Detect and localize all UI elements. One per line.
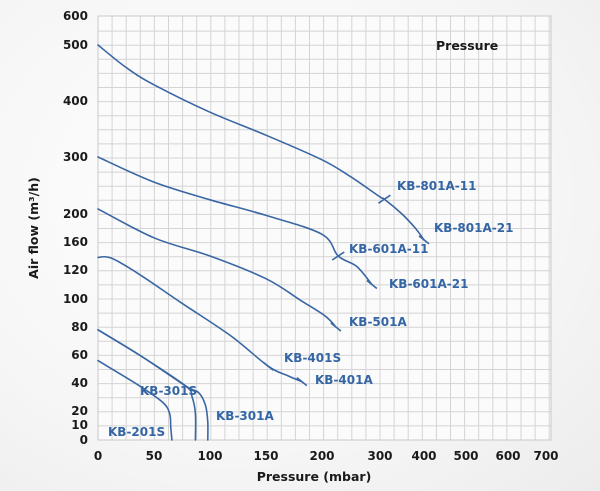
y-axis-title: Air flow (m³/h) (26, 177, 41, 279)
marker-kb-601a-21 (366, 279, 378, 290)
y-tick-label: 500 (63, 38, 88, 52)
plot-border (97, 15, 552, 441)
y-tick-label: 80 (71, 320, 88, 334)
y-tick-label: 20 (71, 404, 88, 418)
curve-label-kb-301a: KB-301A (216, 409, 274, 423)
curve-labels: KB-801A-11 KB-801A-21 KB-601A-11 KB-601A-21… (108, 179, 513, 439)
curve-label-kb-801a-11: KB-801A-11 (397, 179, 476, 193)
curve-label-kb-401s: KB-401S (284, 351, 341, 365)
x-tick-label: 300 (367, 449, 392, 463)
x-tick-label: 150 (253, 449, 278, 463)
curve-label-kb-501a: KB-501A (349, 315, 407, 329)
curve-label-kb-401a: KB-401A (315, 373, 373, 387)
curve-kb-601a (97, 156, 373, 286)
y-tick-label: 200 (63, 207, 88, 221)
curve-label-kb-301s: KB-301S (140, 384, 197, 398)
marker-kb-401a (296, 376, 308, 387)
x-tick-label: 700 (533, 449, 558, 463)
x-tick-label: 600 (495, 449, 520, 463)
marker-kb-801a-11 (377, 194, 391, 204)
marker-kb-601a-11 (331, 251, 345, 261)
curve-label-kb-801a-21: KB-801A-21 (434, 221, 513, 235)
x-tick-label: 500 (453, 449, 478, 463)
y-tick-label: 10 (71, 418, 88, 432)
y-tick-label: 60 (71, 348, 88, 362)
curve-label-kb-601a-21: KB-601A-21 (389, 277, 468, 291)
y-tick-label: 40 (71, 376, 88, 390)
chart-title: Pressure (436, 38, 498, 53)
x-tick-label: 100 (197, 449, 222, 463)
curves (97, 44, 425, 441)
curve-label-kb-601a-11: KB-601A-11 (349, 242, 428, 256)
x-tick-label: 200 (309, 449, 334, 463)
y-tick-label: 100 (63, 292, 88, 306)
y-tick-label: 300 (63, 150, 88, 164)
y-tick-label: 160 (63, 235, 88, 249)
curve-kb-301a (97, 329, 209, 441)
x-axis-title: Pressure (mbar) (257, 469, 372, 484)
curve-kb-501a (97, 208, 337, 328)
y-tick-label: 400 (63, 94, 88, 108)
marker-kb-801a-21 (418, 235, 430, 245)
y-tick-label: 600 (63, 9, 88, 23)
curve-kb-401 (97, 255, 303, 383)
x-tick-label: 0 (94, 449, 102, 463)
curve-kb-801a (97, 44, 425, 241)
curve-markers (262, 194, 430, 387)
x-axis-ticks: 0 50 100 150 200 300 400 500 600 700 (94, 449, 559, 463)
x-tick-label: 50 (146, 449, 163, 463)
marker-kb-401s (262, 361, 274, 371)
curve-kb-201s (97, 359, 173, 441)
y-tick-label: 120 (63, 263, 88, 277)
x-tick-label: 400 (411, 449, 436, 463)
curve-label-kb-201s: KB-201S (108, 425, 165, 439)
y-tick-label: 0 (80, 433, 88, 447)
marker-kb-501a (330, 322, 342, 332)
